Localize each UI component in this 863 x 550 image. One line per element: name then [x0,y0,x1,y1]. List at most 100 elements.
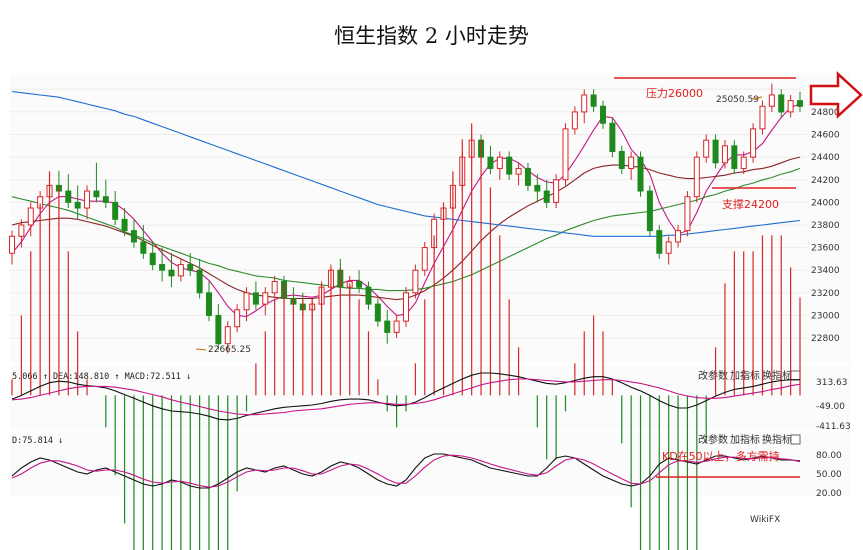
chart-title: 恒生指数 2 小时走势 [334,24,529,48]
candle-body [130,230,137,243]
macd-dif-line [11,372,800,421]
candle-body [215,314,222,345]
kd-close-icon[interactable] [790,434,801,445]
macd-close-icon[interactable] [790,370,801,381]
candle-body [18,224,25,237]
candle-body [515,167,522,175]
candle-body [27,207,34,226]
candle-body [750,128,757,158]
price-tick-label: 24000 [811,198,840,208]
candle-body [759,105,766,130]
kd-tick-label: 20.00 [816,489,842,499]
candle-body [102,196,109,203]
candle-body [637,156,644,192]
trend-arrow-icon [809,71,863,119]
candle-body [496,156,503,169]
candle-body [609,122,616,152]
candle-body [187,264,194,271]
candle-body [243,292,250,311]
candle-body [356,281,363,288]
candle-body [234,309,241,328]
kd-button-1[interactable]: 加指标 [730,433,760,446]
candle-body [393,320,400,333]
candle-body [196,269,203,294]
kd-k-line [11,453,801,489]
price-tick-label: 23200 [811,289,840,299]
macd-button-0[interactable]: 改参数 [698,369,728,382]
candle-body [159,264,166,271]
candle-body [421,247,428,271]
low-pointer [195,348,207,351]
candle-body [365,286,372,305]
candle-body [93,190,100,198]
kd-d-line [11,454,801,488]
candle-body [374,303,381,322]
macd-tick-label: 313.63 [816,378,848,388]
candle-body [656,230,663,254]
price-tick-label: 23400 [811,266,840,276]
candle-body [224,326,231,345]
candle-body [524,167,531,186]
kd-button-0[interactable]: 改参数 [698,433,728,446]
candle-body [506,156,513,175]
candle-body [628,156,635,169]
candle-body [543,190,550,203]
price-tick-label: 24200 [811,176,840,186]
price-tick-label: 23000 [811,311,840,321]
candle-body [618,150,625,169]
candle-body [553,179,560,203]
candle-body [797,100,803,107]
candle-body [562,128,569,181]
kd-header: D:75.814 ↓ [12,436,63,446]
kd-tick-label: 50.00 [816,470,842,480]
candle-body [112,201,119,220]
candle-body [9,235,15,254]
candle-body [787,100,794,113]
candle-body [487,156,494,169]
high-pointer [751,96,763,100]
macd-dea-line [11,378,801,416]
candle-body [534,184,541,192]
candle-body [581,94,588,113]
candle-body [646,190,653,232]
support-label: 支撑24200 [722,197,779,211]
candle-body [590,94,597,107]
candle-body [571,111,578,130]
candle-body [712,139,719,164]
kd-button-2[interactable]: 换指标 [762,433,792,446]
candle-body [84,190,91,209]
candle-body [168,269,175,277]
candle-body [149,252,156,266]
candle-body [74,201,81,209]
price-tick-label: 24400 [811,153,840,163]
candle-body [271,281,278,294]
candle-body [384,320,391,333]
candle-body [684,196,691,232]
macd-header: 5.066 ↑ DEA:148.810 ↑ MACD:72.511 ↓ [12,372,191,382]
candle-body [721,145,728,164]
candle-body [206,292,212,316]
kd-panel [10,433,850,497]
candle-body [740,156,747,169]
candle-body [778,94,785,113]
candle-body [403,292,409,322]
watermark: WikiFX [750,515,780,525]
candle-body [693,156,700,198]
low-price-label: 22665.25 [208,345,251,355]
macd-button-2[interactable]: 换指标 [762,369,792,382]
resistance-label: 压力26000 [646,87,703,100]
candle-body [262,292,269,305]
candle-body [140,241,147,254]
candle-body [412,269,419,294]
high-price-label: 25050.59 [716,95,759,105]
price-tick-label: 24800 [811,108,840,118]
kd-note: KD在50以上，多方需持 [662,449,780,463]
candle-body [121,218,128,232]
candle-body [675,230,682,243]
candle-body [768,94,775,107]
macd-tick-label: -49.00 [816,402,845,412]
price-tick-label: 23600 [811,244,840,254]
candle-body [600,105,606,124]
candle-body [177,264,184,277]
